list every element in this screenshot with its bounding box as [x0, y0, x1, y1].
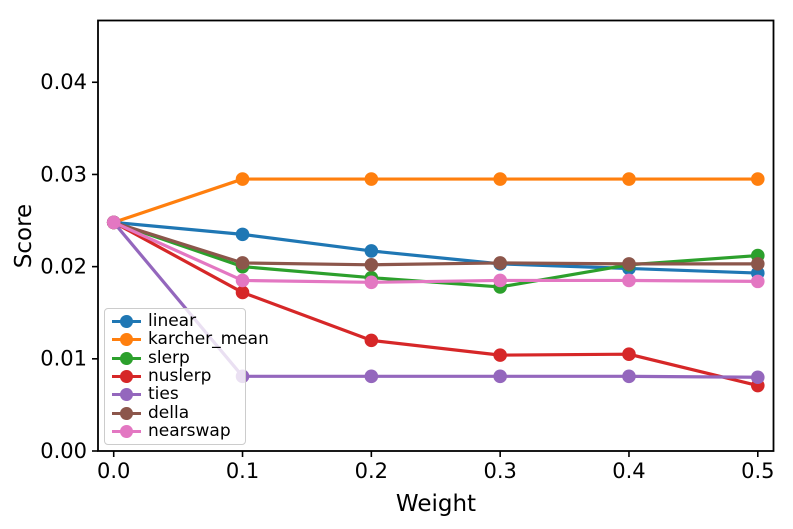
legend-label: ties [148, 384, 179, 405]
legend-label: nuslerp [148, 365, 212, 386]
x-tick-label: 0.3 [483, 459, 516, 483]
legend-line-marker-icon [112, 406, 141, 421]
series-marker-nearswap [493, 273, 507, 288]
x-axis-label: Weight [395, 491, 477, 517]
y-tick-label: 0.03 [40, 162, 87, 186]
legend-line-marker-icon [112, 369, 141, 384]
series-marker-della [493, 256, 507, 270]
series-marker-ties [493, 369, 507, 384]
series-marker-karcher_mean [235, 172, 250, 186]
series-marker-linear [364, 244, 379, 258]
series-marker-linear [235, 227, 250, 242]
series-line-nearswap [112, 220, 760, 284]
legend: linear karcher_mean slerp nuslerp ties della n… [104, 308, 269, 445]
legend-label: della [148, 402, 190, 423]
series-marker-ties [622, 369, 636, 384]
y-tick-label: 0.01 [40, 347, 87, 371]
x-tick-label: 0.5 [741, 459, 774, 483]
x-tick-label: 0.4 [612, 459, 645, 483]
legend-item-ties: ties [112, 386, 238, 404]
series-marker-ties [750, 370, 765, 385]
series-marker-della [364, 257, 379, 272]
series-line-della [112, 220, 760, 267]
legend-label: linear [148, 310, 197, 331]
y-tick-label: 0.02 [40, 255, 87, 279]
series-line-nuslerp [112, 220, 760, 388]
series-marker-della [750, 257, 765, 271]
legend-label: slerp [148, 347, 190, 368]
series-marker-nearswap [750, 274, 765, 289]
y-axis-label: Score [11, 203, 37, 269]
series-marker-nuslerp [493, 348, 507, 362]
y-tick-label: 0.04 [40, 70, 87, 94]
y-tick-label: 0.00 [40, 439, 87, 463]
axes-frame [97, 19, 775, 452]
legend-item-karcher_mean: karcher_mean [112, 331, 269, 349]
legend-line-marker-icon [112, 424, 141, 439]
legend-line-marker-icon [112, 332, 141, 347]
series-marker-della [622, 257, 636, 271]
series-marker-nearswap [364, 275, 379, 290]
series-marker-karcher_mean [750, 172, 765, 186]
legend-line-marker-icon [112, 387, 141, 402]
legend-label: nearswap [148, 421, 231, 442]
series-marker-nearswap [106, 215, 121, 230]
series-marker-karcher_mean [622, 172, 636, 186]
x-tick-label: 0.0 [97, 459, 130, 483]
legend-item-nearswap: nearswap [112, 423, 238, 441]
series-marker-nuslerp [364, 333, 379, 348]
legend-item-della: della [112, 404, 238, 422]
series-marker-ties [364, 369, 379, 384]
legend-line-marker-icon [112, 314, 141, 329]
series-marker-nearswap [622, 273, 636, 288]
legend-label: karcher_mean [148, 329, 269, 350]
legend-item-slerp: slerp [112, 349, 238, 367]
series-marker-della [235, 256, 250, 270]
legend-item-linear: linear [112, 312, 238, 330]
legend-line-marker-icon [112, 351, 141, 366]
series-marker-nuslerp [622, 347, 636, 362]
series-line-karcher_mean [112, 177, 760, 224]
x-tick-label: 0.2 [355, 459, 388, 483]
series-marker-nearswap [235, 273, 250, 288]
series-marker-karcher_mean [364, 172, 379, 186]
series-marker-karcher_mean [493, 172, 507, 186]
x-tick-label: 0.1 [226, 459, 259, 483]
series-marker-nuslerp [235, 285, 250, 300]
legend-item-nuslerp: nuslerp [112, 367, 238, 385]
series-line-linear [112, 220, 760, 275]
